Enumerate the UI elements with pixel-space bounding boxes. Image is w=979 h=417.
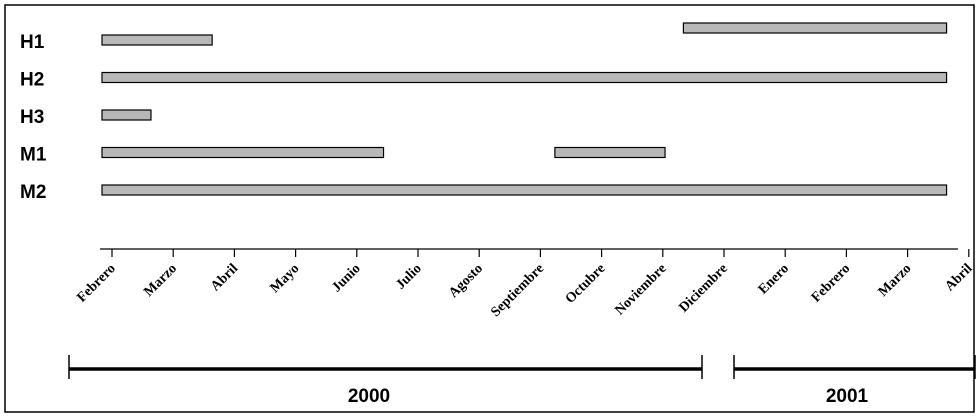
month-label: Mayo [268,261,303,296]
row-label-m1: M1 [20,145,47,166]
row-label-h1: H1 [20,32,45,53]
month-label: Febrero [75,261,119,305]
month-label: Marzo [876,261,915,300]
month-label: Junio [329,261,363,295]
month-label: Febrero [809,261,853,305]
axis-tick-labels: Febrero Marzo Abril Mayo Junio Julio Agosto Sep… [75,261,976,320]
year-brackets: 2000 2001 [68,355,976,407]
month-label: Octubre [563,261,609,307]
bar-h1 [682,22,948,34]
month-label: Noviembre [612,261,669,318]
year-label: 2000 [348,386,390,407]
bar-h1 [101,34,213,46]
row-labels: H1 H2 H3 M1 M2 [20,32,47,203]
row-label-h3: H3 [20,107,44,128]
chart-frame [4,4,975,413]
month-label: Julio [393,261,425,293]
month-label: Septiembre [488,261,547,320]
bars [101,22,948,196]
bar-m2 [101,184,948,196]
row-label-h2: H2 [20,70,44,91]
axis-ticks [111,249,970,257]
bar-m1 [101,146,385,159]
bar-m1 [554,146,666,159]
month-label: Marzo [141,261,180,300]
bar-h2 [101,71,948,84]
month-label: Diciembre [676,261,730,315]
row-label-m2: M2 [20,182,46,203]
year-label: 2001 [826,386,869,407]
month-label: Enero [756,261,792,297]
month-label: Agosto [446,261,486,301]
month-label: Abril [208,261,241,294]
bar-h3 [101,109,152,121]
month-label: Abril [942,261,975,294]
